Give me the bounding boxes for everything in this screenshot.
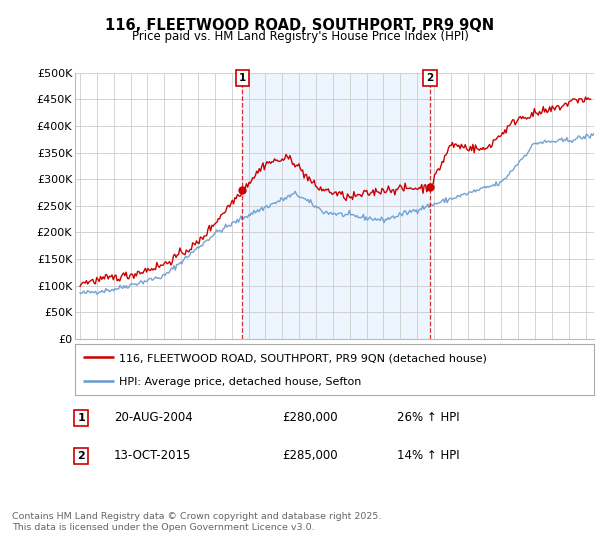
Text: 14% ↑ HPI: 14% ↑ HPI (397, 449, 460, 462)
Text: 1: 1 (77, 413, 85, 423)
Text: 2: 2 (427, 73, 434, 83)
Text: £280,000: £280,000 (283, 412, 338, 424)
Text: 20-AUG-2004: 20-AUG-2004 (114, 412, 193, 424)
Text: 116, FLEETWOOD ROAD, SOUTHPORT, PR9 9QN: 116, FLEETWOOD ROAD, SOUTHPORT, PR9 9QN (106, 18, 494, 32)
Text: HPI: Average price, detached house, Sefton: HPI: Average price, detached house, Seft… (119, 377, 361, 387)
Text: Price paid vs. HM Land Registry's House Price Index (HPI): Price paid vs. HM Land Registry's House … (131, 30, 469, 43)
Text: 13-OCT-2015: 13-OCT-2015 (114, 449, 191, 462)
Text: 2: 2 (77, 451, 85, 461)
Text: Contains HM Land Registry data © Crown copyright and database right 2025.
This d: Contains HM Land Registry data © Crown c… (12, 512, 382, 532)
Text: 1: 1 (239, 73, 246, 83)
Text: 116, FLEETWOOD ROAD, SOUTHPORT, PR9 9QN (detached house): 116, FLEETWOOD ROAD, SOUTHPORT, PR9 9QN … (119, 353, 487, 363)
Text: £285,000: £285,000 (283, 449, 338, 462)
Bar (242, 73, 430, 339)
Text: 26% ↑ HPI: 26% ↑ HPI (397, 412, 460, 424)
